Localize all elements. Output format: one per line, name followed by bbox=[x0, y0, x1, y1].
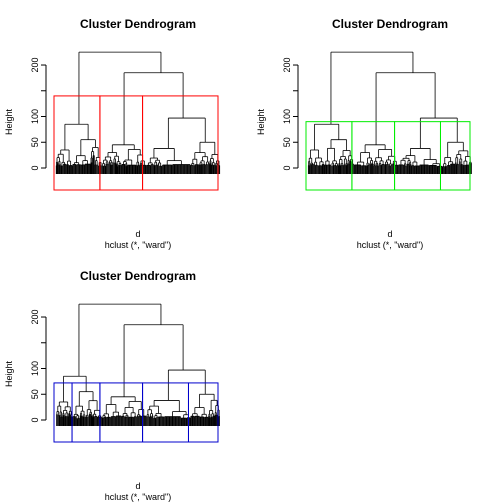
panel-title: Cluster Dendrogram bbox=[332, 17, 448, 31]
cluster-rectangles bbox=[53, 382, 219, 443]
y-axis: 0 50 100 200 bbox=[30, 58, 47, 171]
cluster-rect bbox=[394, 121, 441, 191]
dendrogram-panel-red: Cluster Dendrogram Height d hclust (*, "… bbox=[4, 17, 221, 250]
y-axis: 0 50 100 200 bbox=[282, 58, 299, 171]
y-tick-label: 100 bbox=[282, 109, 292, 124]
dendrogram-tree bbox=[307, 51, 472, 174]
dendrogram-panel-blue: Cluster Dendrogram Height d hclust (*, "… bbox=[4, 269, 220, 502]
y-tick-label: 100 bbox=[30, 361, 40, 376]
cluster-rect bbox=[439, 121, 471, 191]
y-tick-label: 50 bbox=[30, 137, 40, 147]
cluster-rect bbox=[142, 382, 189, 443]
method-sublabel: hclust (*, "ward") bbox=[105, 240, 171, 250]
cluster-rect bbox=[53, 95, 101, 191]
dendrogram-tree bbox=[55, 51, 221, 174]
y-axis-label: Height bbox=[4, 108, 14, 135]
y-axis: 0 50 100 200 bbox=[30, 310, 47, 423]
dendrogram-tree bbox=[56, 303, 220, 426]
y-tick-label: 200 bbox=[282, 58, 292, 73]
y-tick-label: 0 bbox=[30, 165, 40, 170]
panel-title: Cluster Dendrogram bbox=[80, 269, 196, 283]
y-tick-label: 0 bbox=[30, 417, 40, 422]
x-axis-label: d bbox=[135, 481, 140, 491]
y-tick-label: 50 bbox=[30, 389, 40, 399]
cluster-rectangles bbox=[305, 121, 471, 191]
method-sublabel: hclust (*, "ward") bbox=[105, 492, 171, 502]
cluster-rect bbox=[142, 95, 219, 191]
x-axis-label: d bbox=[387, 229, 392, 239]
cluster-rect bbox=[187, 382, 219, 443]
panel-title: Cluster Dendrogram bbox=[80, 17, 196, 31]
cluster-rect bbox=[99, 95, 144, 191]
cluster-rect bbox=[351, 121, 396, 191]
cluster-rectangles bbox=[53, 95, 219, 191]
y-axis-label: Height bbox=[256, 108, 266, 135]
y-tick-label: 200 bbox=[30, 310, 40, 325]
dendrogram-panel-green: Cluster Dendrogram Height d hclust (*, "… bbox=[256, 17, 472, 250]
x-axis-label: d bbox=[135, 229, 140, 239]
method-sublabel: hclust (*, "ward") bbox=[357, 240, 423, 250]
y-tick-label: 100 bbox=[30, 109, 40, 124]
cluster-rect bbox=[305, 121, 353, 191]
y-axis-label: Height bbox=[4, 360, 14, 387]
y-tick-label: 200 bbox=[30, 58, 40, 73]
y-tick-label: 0 bbox=[282, 165, 292, 170]
y-tick-label: 50 bbox=[282, 137, 292, 147]
